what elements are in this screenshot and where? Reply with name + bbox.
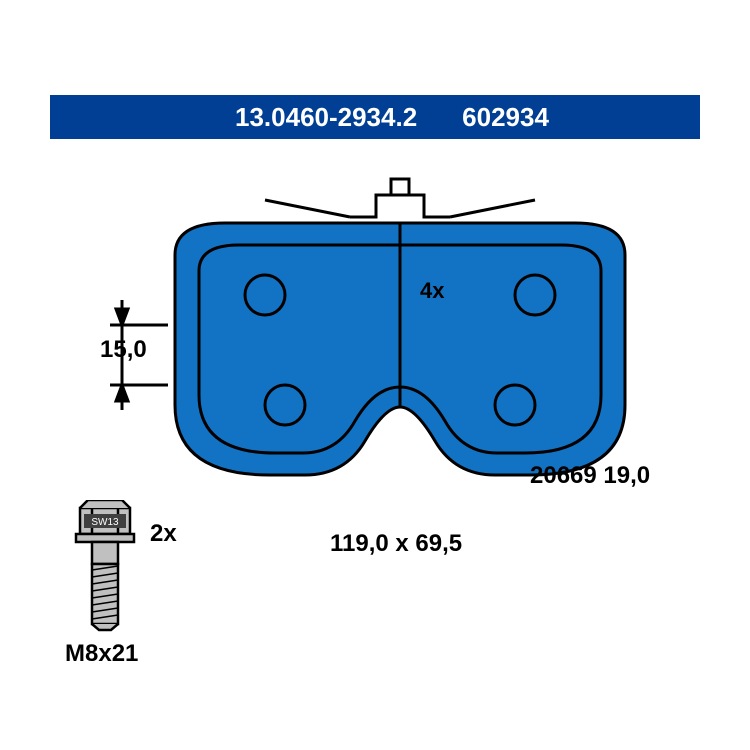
bolt-spec-label: M8x21: [65, 640, 138, 668]
header-bar: 13.0460-2934.2 602934: [50, 95, 700, 139]
short-code: 602934: [462, 102, 549, 133]
bolt-quantity-label: 2x: [150, 520, 177, 548]
pad-quantity-label: 4x: [420, 278, 444, 304]
brake-pad-drawing: [155, 175, 695, 495]
size-label: 119,0 x 69,5: [330, 530, 462, 558]
bolt-drawing: SW13: [70, 500, 140, 640]
ref-thickness-label: 20669 19,0: [530, 462, 650, 490]
part-number: 13.0460-2934.2: [235, 102, 417, 133]
offset-dimension-label: 15,0: [100, 336, 147, 364]
diagram-canvas: 13.0460-2934.2 602934 4x: [0, 0, 750, 750]
wrench-size-label: SW13: [91, 517, 119, 528]
